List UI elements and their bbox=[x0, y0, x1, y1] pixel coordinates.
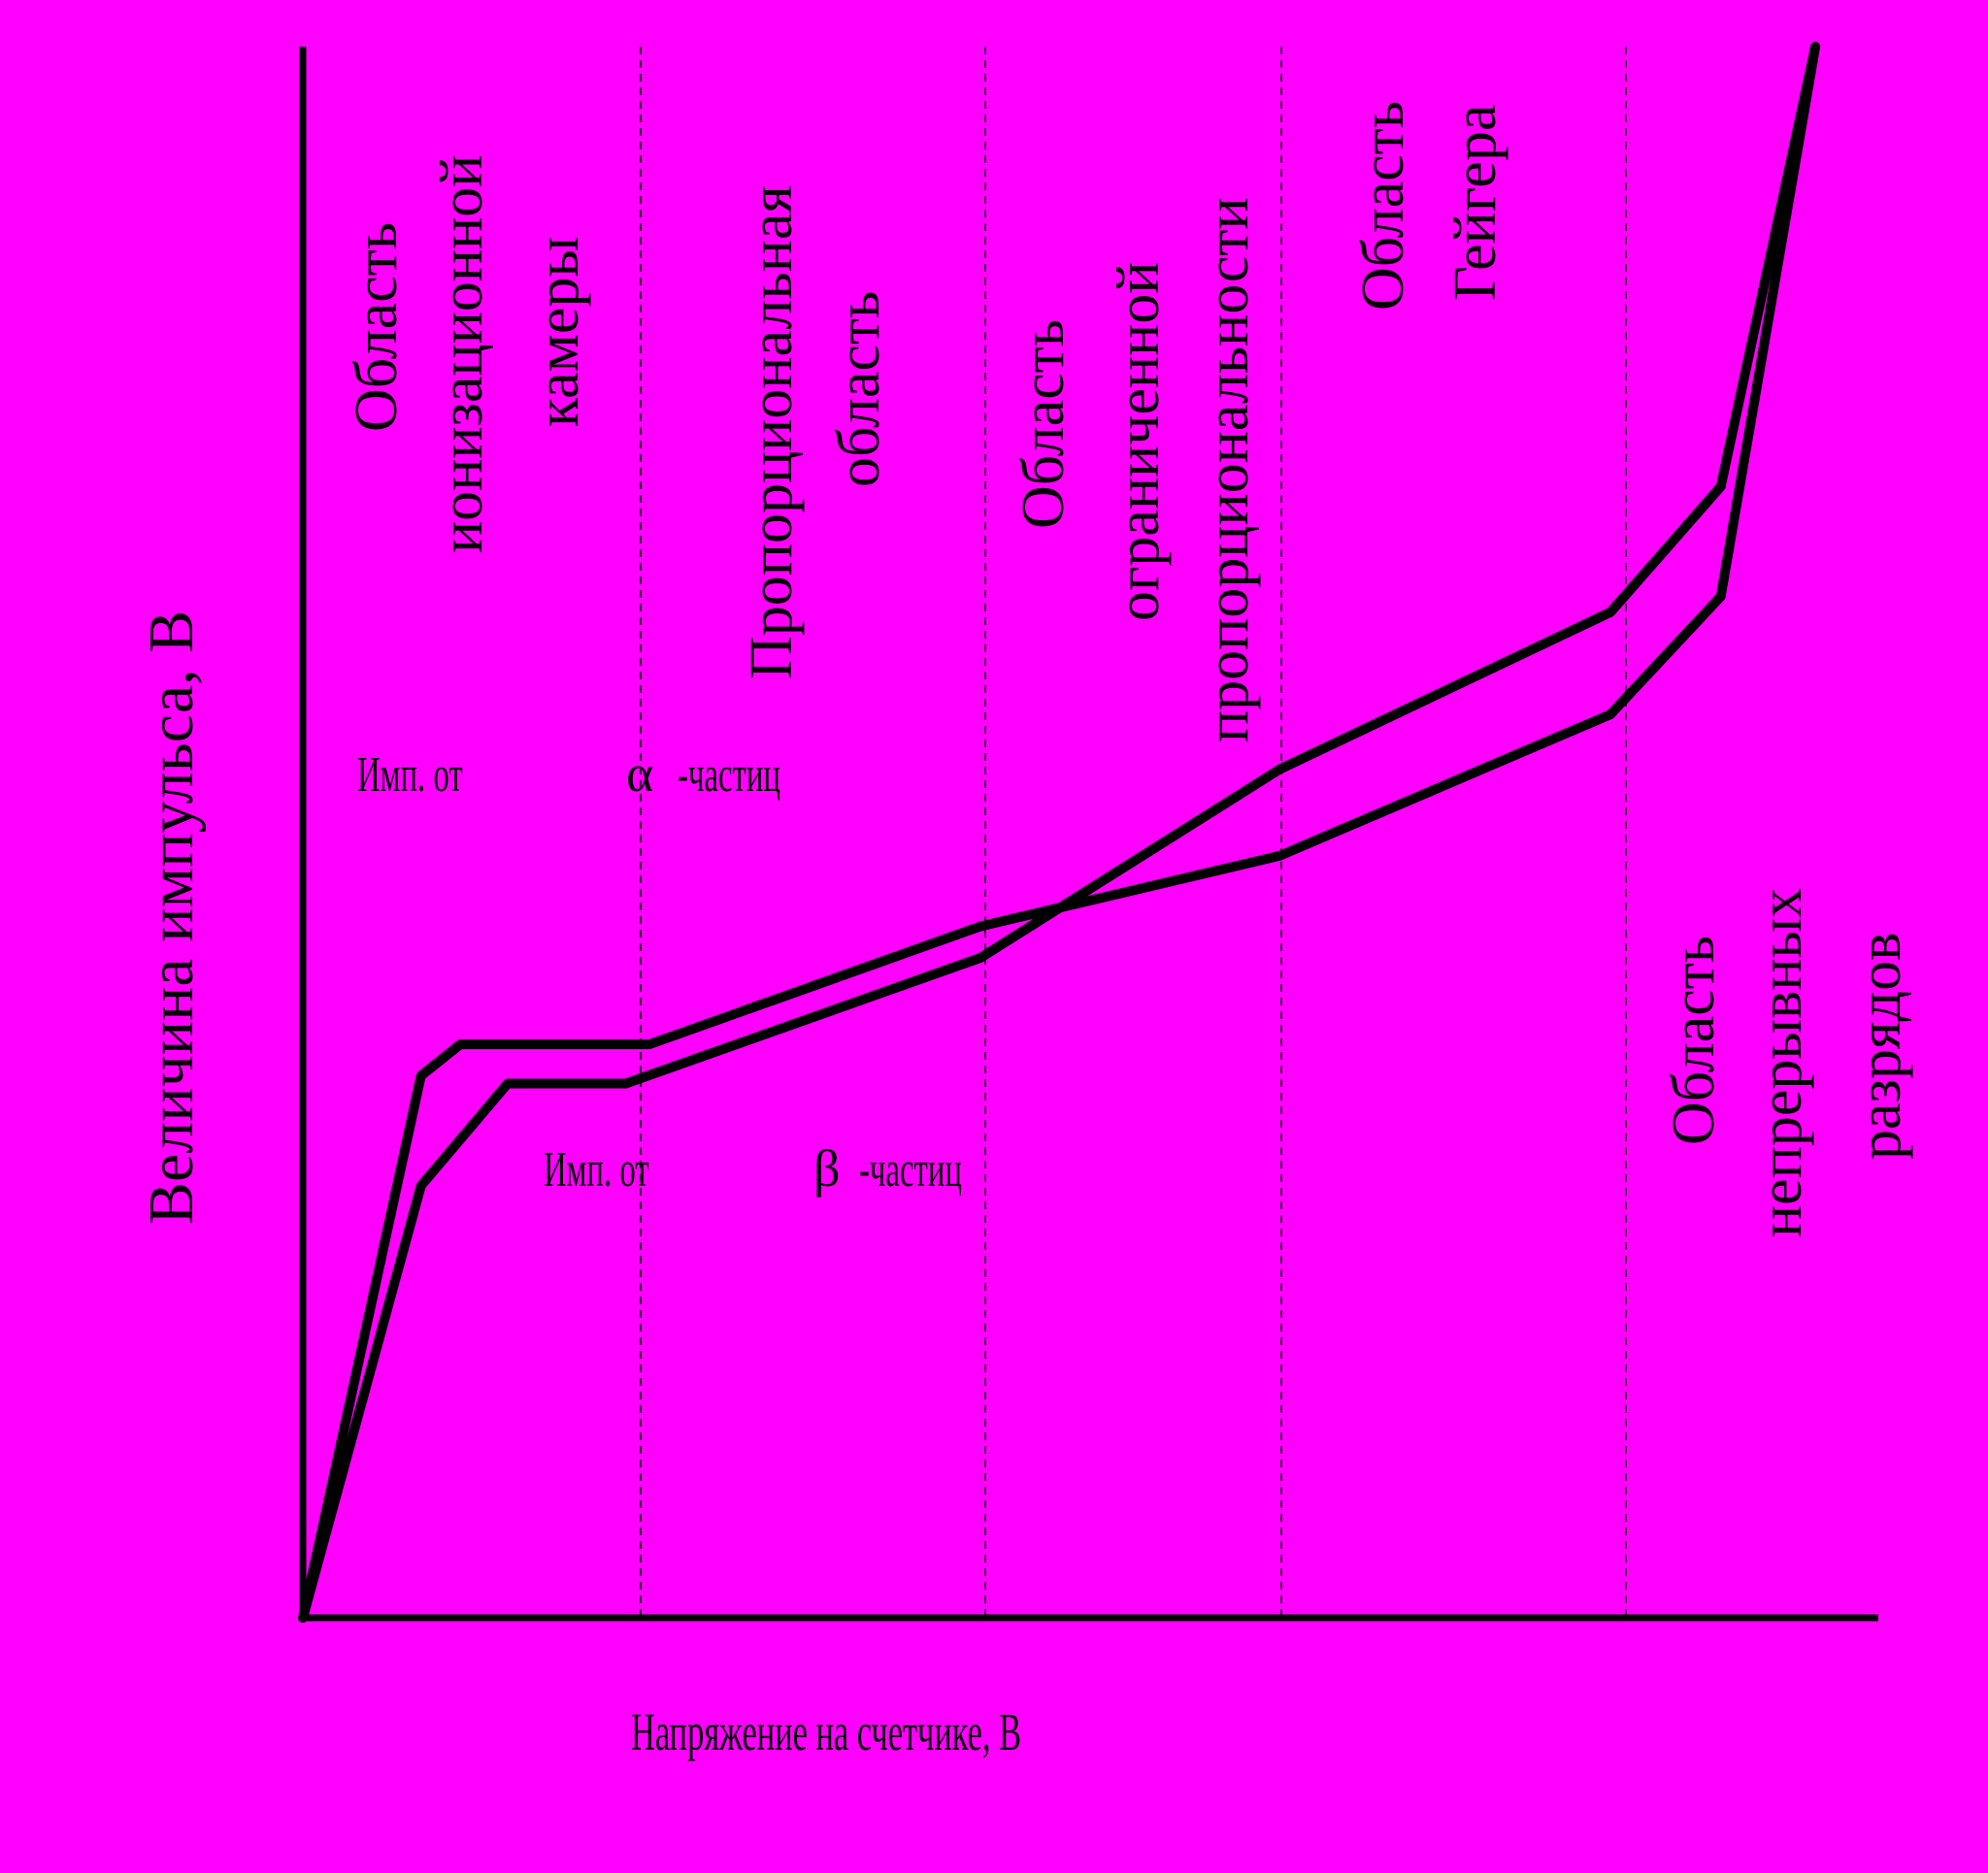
region-label-line: Область bbox=[1011, 319, 1077, 529]
series-label-suffix: -частиц bbox=[859, 1142, 962, 1198]
region-label-line: область bbox=[826, 291, 892, 487]
region-label: Область ограниченной пропорциональности bbox=[1011, 197, 1261, 742]
region-label: Область Гейгера bbox=[1350, 101, 1508, 311]
series-label-symbol: α bbox=[626, 744, 653, 803]
region-label-line: разрядов bbox=[1847, 933, 1913, 1160]
region-label-line: Область bbox=[1350, 101, 1416, 311]
region-label-line: Область bbox=[1661, 936, 1727, 1145]
data-series bbox=[298, 42, 1821, 1623]
region-label: Область ионизационной камеры bbox=[344, 155, 591, 553]
x-axis-label: Напряжение на счетчике, В bbox=[631, 1702, 1021, 1761]
region-label-line: Пропорциональная bbox=[739, 185, 805, 679]
series-labels: Имп. от α -частиц Имп. от β -частиц bbox=[357, 744, 962, 1198]
region-label: Пропорциональная область bbox=[739, 185, 892, 679]
y-axis-label: Величина импульса, В bbox=[136, 610, 207, 1225]
region-label-line: камеры bbox=[525, 237, 591, 427]
region-label-line: Область bbox=[344, 222, 410, 432]
series-line bbox=[298, 42, 1821, 1623]
series-label-suffix: -частиц bbox=[678, 747, 780, 803]
series-label: Имп. от β -частиц bbox=[544, 1139, 962, 1198]
region-label-line: ограниченной bbox=[1106, 261, 1172, 621]
series-label: Имп. от α -частиц bbox=[357, 744, 780, 803]
series-label-prefix: Имп. от bbox=[357, 747, 463, 803]
region-dividers bbox=[640, 47, 1627, 1618]
series-label-symbol: β bbox=[813, 1139, 840, 1198]
series-label-prefix: Имп. от bbox=[544, 1142, 649, 1198]
region-label-line: Гейгера bbox=[1442, 105, 1508, 301]
region-label-line: непрерывных bbox=[1748, 888, 1814, 1237]
region-label-line: ионизационной bbox=[429, 155, 495, 553]
series-line bbox=[298, 42, 1821, 1623]
region-labels: Область ионизационной камеры Пропорциональн… bbox=[344, 101, 1913, 1237]
region-label: Область непрерывных разрядов bbox=[1661, 888, 1913, 1237]
region-label-line: пропорциональности bbox=[1195, 197, 1261, 742]
